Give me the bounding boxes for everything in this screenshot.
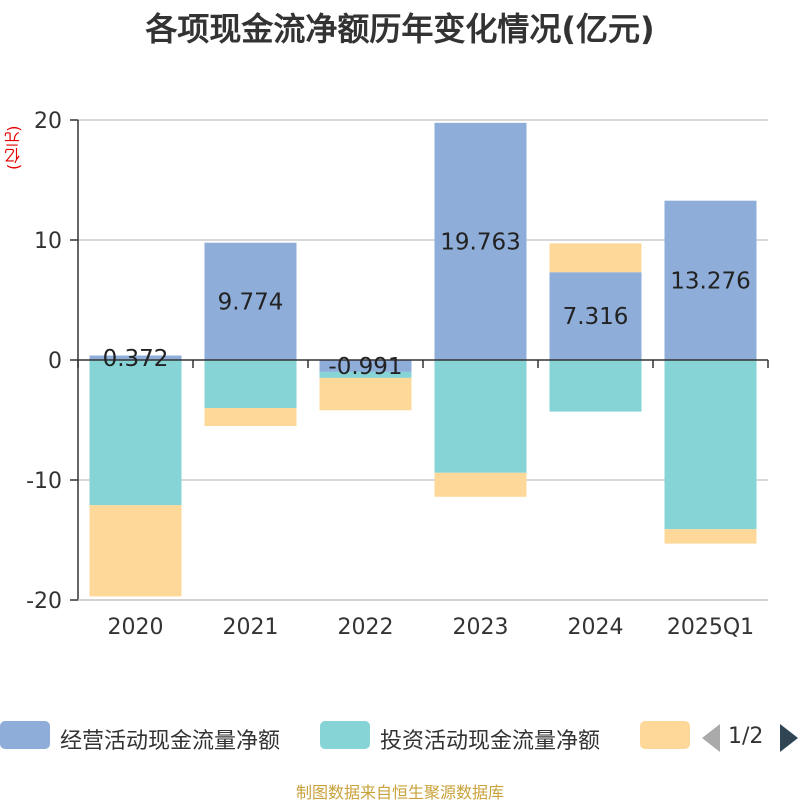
legend-label-investing: 投资活动现金流量净额 <box>380 729 601 754</box>
bar-series1 <box>204 242 297 360</box>
data-label: -0.991 <box>328 354 402 380</box>
x-tick-label: 2023 <box>453 615 509 640</box>
y-tick-label: 20 <box>34 109 62 134</box>
chart-title: 各项现金流净额历年变化情况(亿元) <box>145 10 655 48</box>
bar-series1 <box>319 360 412 372</box>
bar-series2 <box>549 360 642 412</box>
bar-series3 <box>434 472 527 497</box>
bar-series1 <box>549 272 642 360</box>
y-tick-label: -20 <box>26 589 62 614</box>
source-note: 制图数据来自恒生聚源数据库 <box>295 783 504 802</box>
legend-swatch-investing <box>320 721 370 749</box>
x-tick-label: 2021 <box>223 615 279 640</box>
data-label: 13.276 <box>670 268 750 294</box>
x-tick-label: 2025Q1 <box>667 615 754 640</box>
y-tick-label: -10 <box>26 469 62 494</box>
pager-next-icon[interactable] <box>780 724 798 752</box>
y-tick-label: 10 <box>34 229 62 254</box>
pager-prev-icon[interactable] <box>702 724 720 752</box>
bar-series3 <box>549 243 642 273</box>
y-tick-label: 0 <box>48 349 62 374</box>
data-label: 19.763 <box>440 229 520 255</box>
data-label: 9.774 <box>218 289 284 315</box>
bar-series2 <box>434 360 527 473</box>
bar-series3 <box>89 505 182 597</box>
legend: 经营活动现金流量净额 投资活动现金流量净额 1/2 <box>0 714 800 758</box>
data-label: 7.316 <box>563 304 629 330</box>
bar-series1 <box>664 200 757 360</box>
bar-series2 <box>204 360 297 408</box>
pager-text: 1/2 <box>728 724 764 749</box>
legend-swatch-operating <box>0 721 50 749</box>
bar-chart: 20 10 0 -10 -20 2020 2021 2022 2023 2024 2025Q1 0.3… <box>26 109 769 640</box>
x-tick-label: 2022 <box>338 615 394 640</box>
bar-series2 <box>319 371 412 378</box>
legend-swatch-financing <box>640 721 690 749</box>
x-tick-label: 2024 <box>568 615 624 640</box>
bar-series2 <box>664 360 757 530</box>
bar-series1 <box>434 122 527 361</box>
bar-series3 <box>664 529 757 544</box>
legend-pager: 1/2 <box>700 720 800 754</box>
bar-series3 <box>319 377 412 411</box>
bar-series2 <box>89 360 182 506</box>
data-label: 0.372 <box>103 346 169 372</box>
bar-series1 <box>89 355 182 360</box>
x-tick-label: 2020 <box>108 615 164 640</box>
bar-series3 <box>204 408 297 426</box>
legend-label-operating: 经营活动现金流量净额 <box>60 729 281 754</box>
